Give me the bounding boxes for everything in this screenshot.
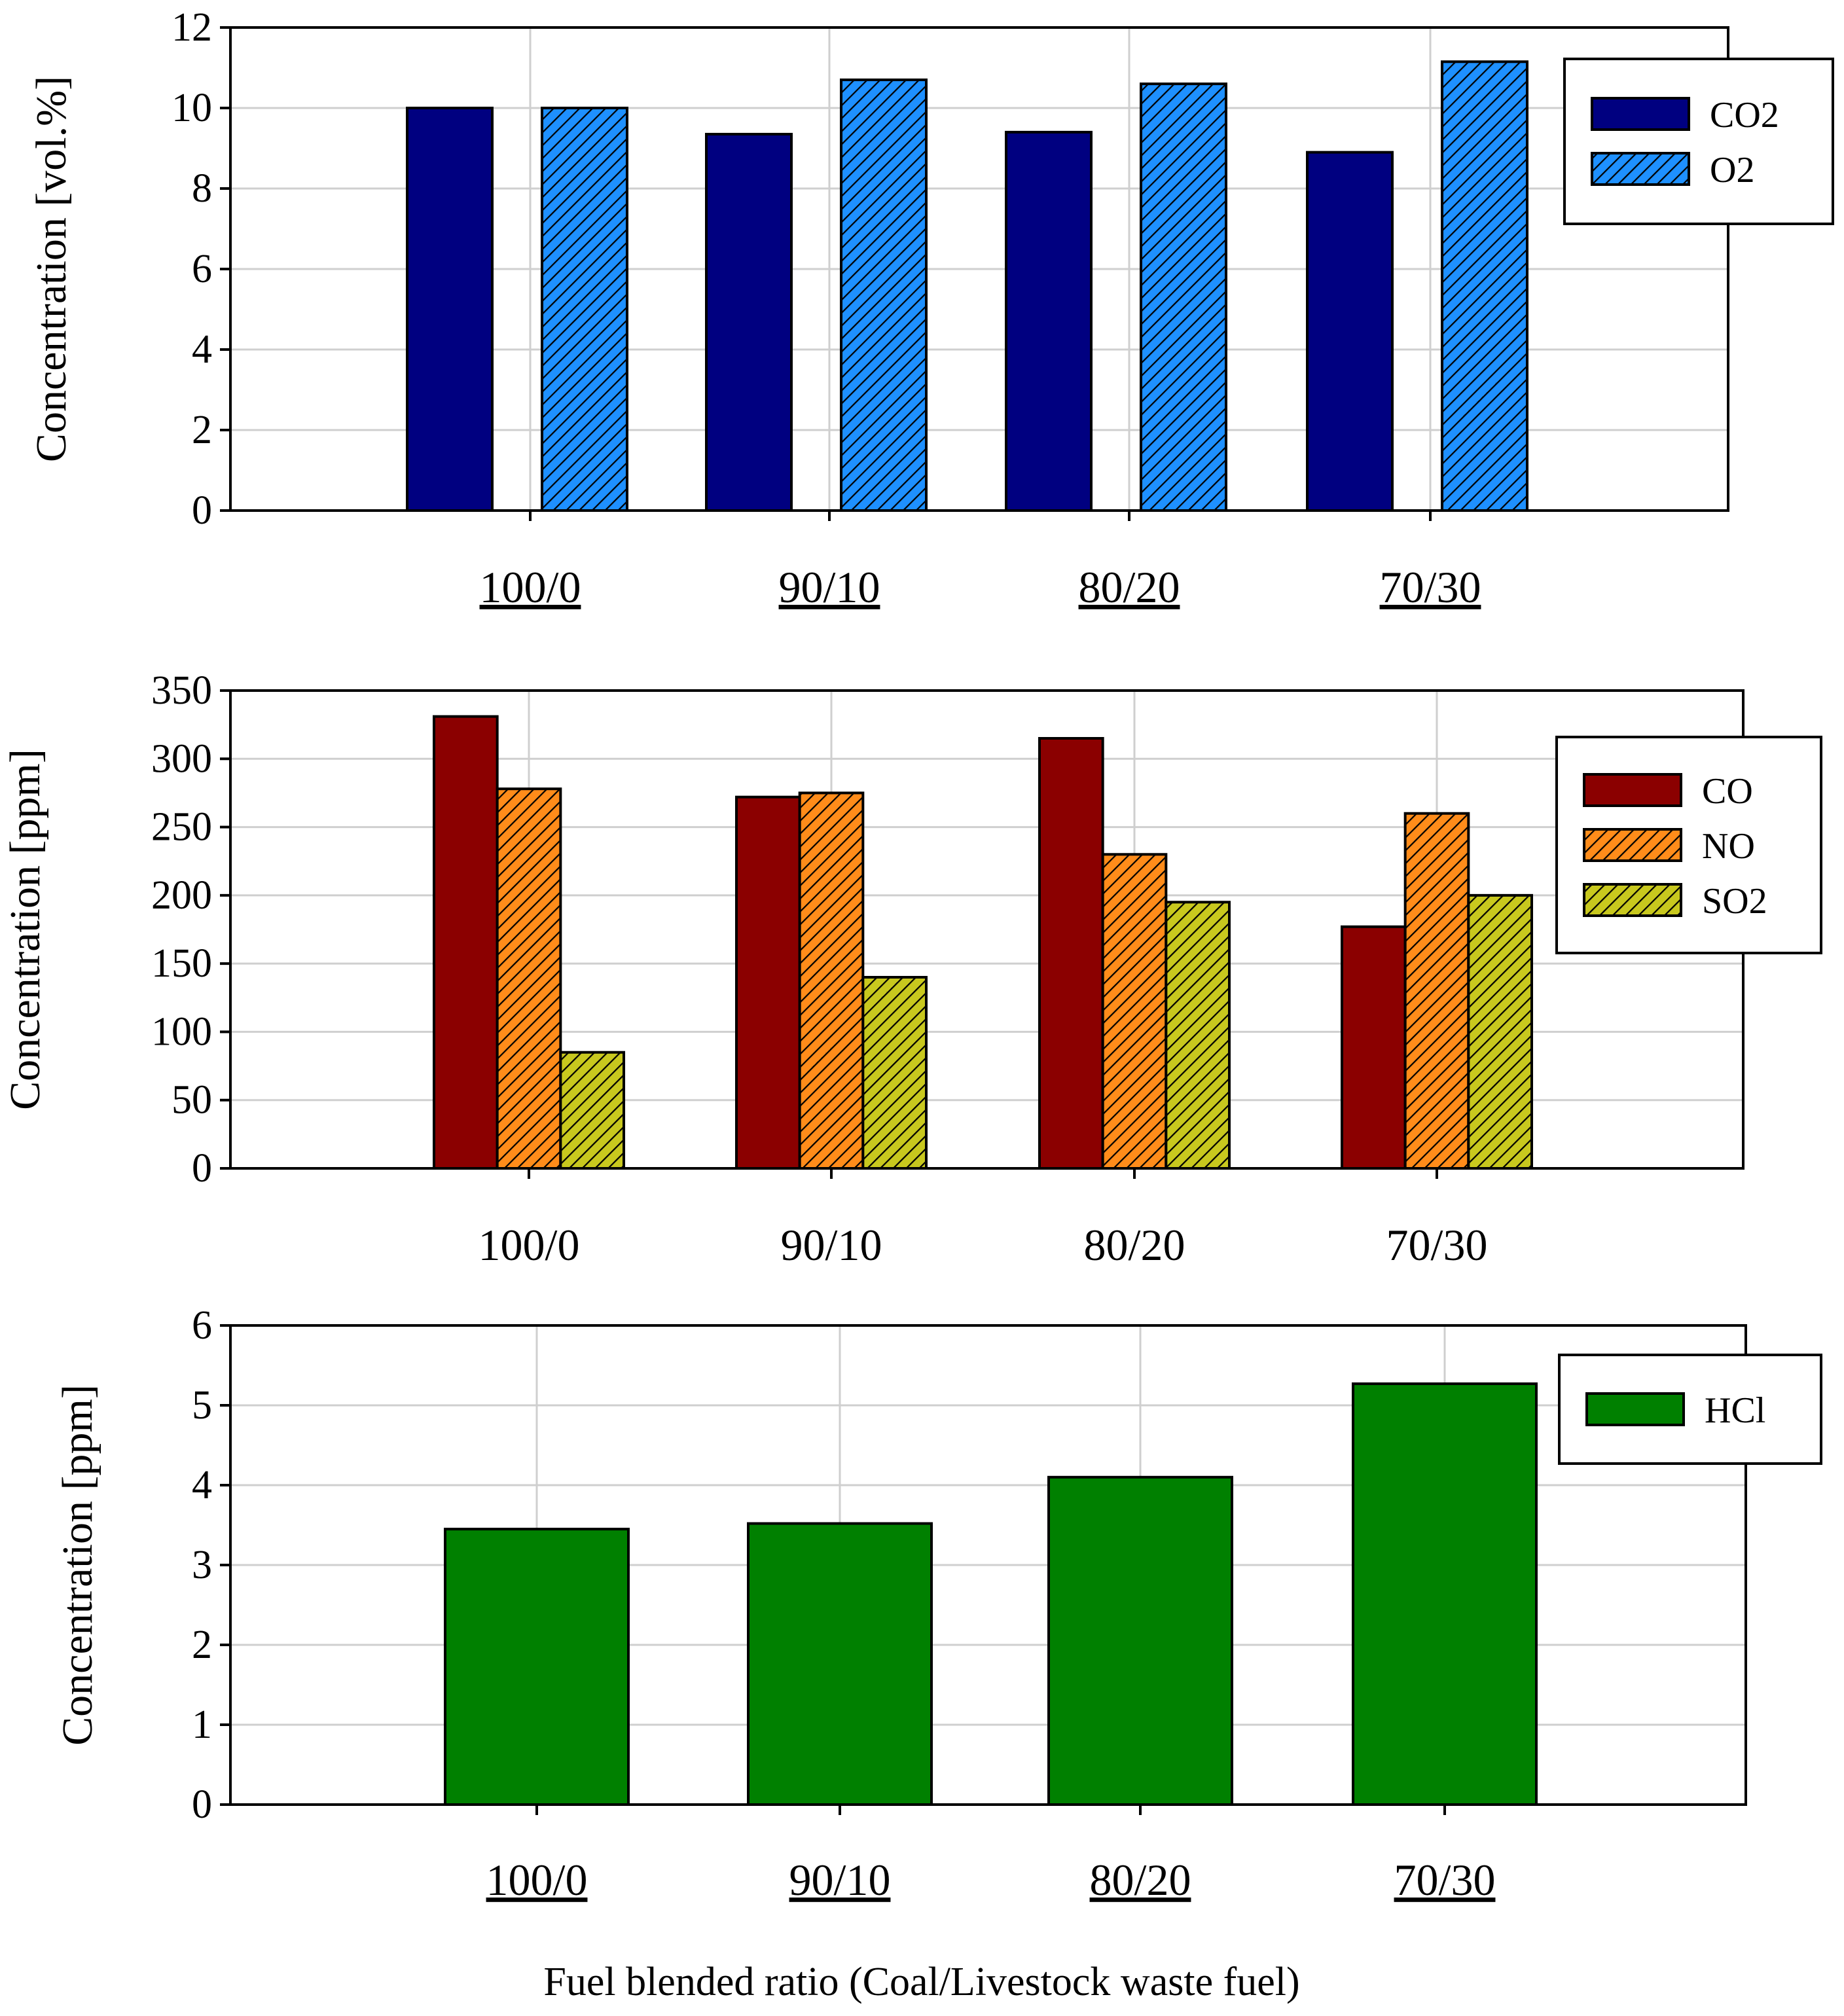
y-tick-label: 10 bbox=[172, 86, 212, 130]
y-tick-label: 250 bbox=[151, 805, 212, 850]
bar-co2-100-0 bbox=[406, 107, 494, 512]
x-tick-label: 100/0 bbox=[486, 1855, 588, 1905]
bar-co-90-10 bbox=[735, 795, 801, 1170]
legend-label-so2: SO2 bbox=[1702, 881, 1767, 922]
y-tick-label: 0 bbox=[192, 488, 212, 533]
bar-no-90-10 bbox=[798, 791, 865, 1170]
bar-hcl-90-10 bbox=[747, 1522, 933, 1807]
y-tick-label: 2 bbox=[192, 408, 212, 452]
x-tick-label: 100/0 bbox=[479, 1220, 580, 1270]
y-tick-label: 150 bbox=[151, 941, 212, 986]
x-tick-label: 90/10 bbox=[779, 562, 880, 612]
bar-co2-90-10 bbox=[705, 132, 793, 513]
y-tick-label: 350 bbox=[151, 668, 212, 713]
y-tick-label: 4 bbox=[192, 327, 212, 372]
y-tick-label: 12 bbox=[172, 5, 212, 50]
bar-hcl-70-30 bbox=[1352, 1382, 1538, 1807]
legend: HCl bbox=[1558, 1354, 1822, 1465]
x-tick-label: 100/0 bbox=[480, 562, 581, 612]
legend-swatch-no bbox=[1583, 828, 1682, 862]
legend-label-co: CO bbox=[1702, 771, 1753, 812]
y-axis-label: Concentration [vol.%] bbox=[27, 76, 75, 462]
legend-swatch-co2 bbox=[1591, 97, 1690, 131]
bar-co-100-0 bbox=[433, 715, 499, 1170]
bar-co2-80-20 bbox=[1005, 130, 1093, 512]
bar-o2-80-20 bbox=[1140, 82, 1227, 513]
bar-o2-70-30 bbox=[1441, 60, 1528, 512]
x-tick-label: 70/30 bbox=[1394, 1855, 1496, 1905]
y-tick-label: 100 bbox=[151, 1009, 212, 1054]
legend-swatch-so2 bbox=[1583, 883, 1682, 917]
y-tick-label: 0 bbox=[192, 1782, 212, 1827]
bar-o2-100-0 bbox=[541, 107, 628, 512]
y-tick-label: 8 bbox=[192, 166, 212, 211]
y-tick-label: 6 bbox=[192, 247, 212, 291]
y-tick-label: 1 bbox=[192, 1702, 212, 1747]
bar-no-70-30 bbox=[1403, 812, 1470, 1170]
y-tick-label: 6 bbox=[192, 1303, 212, 1348]
y-tick-label: 3 bbox=[192, 1543, 212, 1587]
bar-hcl-100-0 bbox=[444, 1528, 630, 1807]
legend-box bbox=[1563, 58, 1834, 225]
bar-so2-90-10 bbox=[861, 976, 928, 1170]
x-axis-label: Fuel blended ratio (Coal/Livestock waste… bbox=[543, 1960, 1299, 2004]
chart-2: 0 50 100 150 200 250 300 350 100/0 90/10 80/20 70/3… bbox=[1, 668, 1822, 1270]
legend-swatch-co bbox=[1583, 773, 1682, 807]
y-axis-label: Concentration [ppm] bbox=[1, 749, 49, 1110]
legend-swatch-hcl bbox=[1585, 1392, 1685, 1426]
x-tick-label: 90/10 bbox=[789, 1855, 891, 1905]
x-tick-label: 80/20 bbox=[1079, 562, 1180, 612]
bar-so2-100-0 bbox=[559, 1051, 625, 1170]
bar-co-80-20 bbox=[1038, 737, 1104, 1170]
y-tick-label: 4 bbox=[192, 1463, 212, 1507]
legend-label-co2: CO2 bbox=[1710, 95, 1779, 135]
legend-label-no: NO bbox=[1702, 826, 1755, 867]
legend-label-hcl: HCl bbox=[1705, 1390, 1765, 1431]
y-tick-label: 0 bbox=[192, 1146, 212, 1191]
bar-no-80-20 bbox=[1101, 853, 1168, 1170]
y-tick-label: 2 bbox=[192, 1623, 212, 1667]
y-tick-label: 300 bbox=[151, 736, 212, 781]
bar-hcl-80-20 bbox=[1047, 1475, 1233, 1807]
bar-co2-70-30 bbox=[1306, 151, 1394, 512]
x-tick-label: 80/20 bbox=[1084, 1220, 1185, 1270]
x-tick-label: 80/20 bbox=[1090, 1855, 1191, 1905]
legend-swatch-o2 bbox=[1591, 152, 1690, 186]
x-tick-label: 90/10 bbox=[781, 1220, 882, 1270]
y-tick-label: 5 bbox=[192, 1383, 212, 1428]
bar-co-70-30 bbox=[1341, 925, 1407, 1170]
chart-1: 0 2 4 6 8 10 12 100/0 90/10 80/20 70/30 Concentrati… bbox=[27, 5, 1834, 612]
x-tick-label: 70/30 bbox=[1380, 562, 1481, 612]
chart-3: 0 1 2 3 4 5 6 100/0 90/10 80/20 70/30 Concentration… bbox=[54, 1303, 1822, 1905]
bar-so2-80-20 bbox=[1165, 901, 1231, 1170]
bar-no-100-0 bbox=[496, 787, 562, 1170]
legend: CO NO SO2 bbox=[1555, 736, 1822, 954]
x-tick-label: 70/30 bbox=[1386, 1220, 1488, 1270]
bar-so2-70-30 bbox=[1467, 893, 1533, 1170]
legend-label-o2: O2 bbox=[1710, 150, 1754, 190]
y-tick-label: 50 bbox=[172, 1078, 212, 1123]
y-axis-label: Concentration [ppm] bbox=[54, 1384, 101, 1746]
bar-o2-90-10 bbox=[840, 78, 928, 512]
y-tick-label: 200 bbox=[151, 873, 212, 918]
